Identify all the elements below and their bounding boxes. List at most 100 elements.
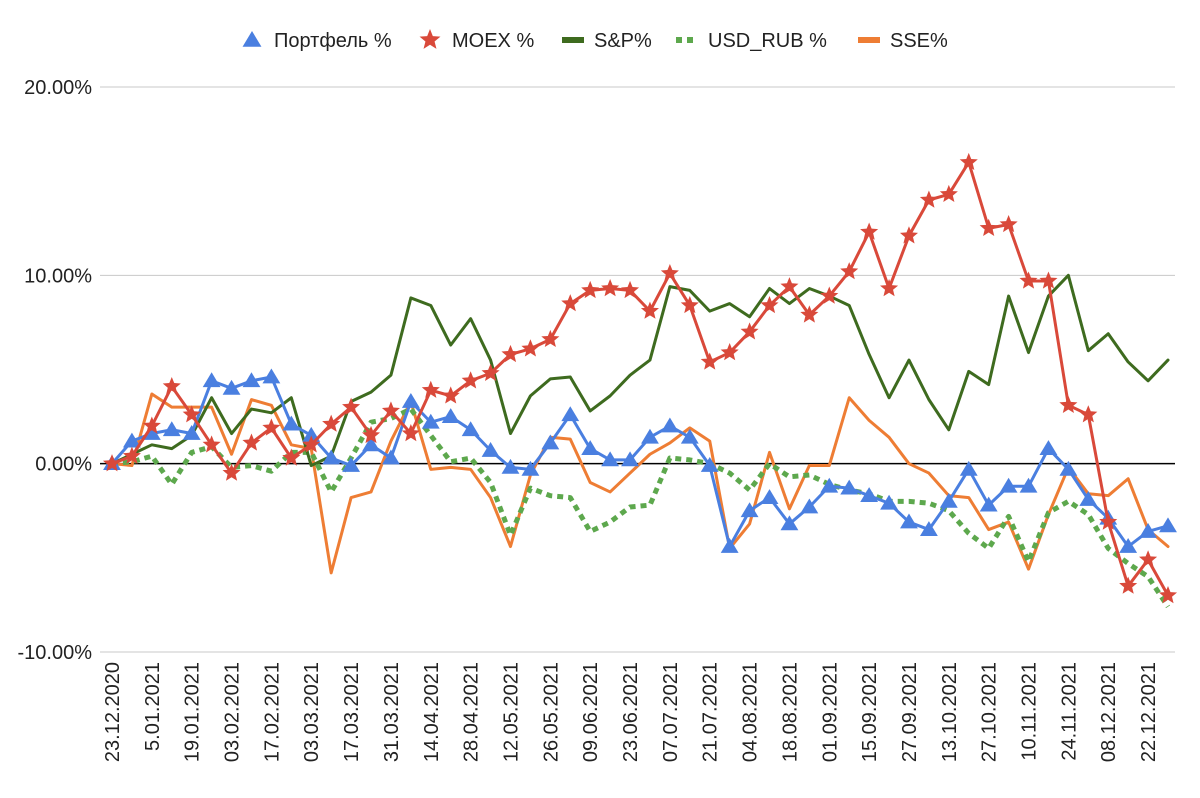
data-point-marker bbox=[302, 435, 321, 453]
x-tick-label: 15.09.2021 bbox=[859, 662, 881, 762]
data-point-marker bbox=[322, 414, 341, 432]
legend-item: USD_RUB % bbox=[676, 30, 827, 52]
series-lines bbox=[102, 152, 1178, 609]
data-point-marker bbox=[1079, 405, 1098, 423]
x-tick-label: 21.07.2021 bbox=[700, 662, 722, 762]
data-point-marker bbox=[740, 502, 759, 518]
data-point-marker bbox=[999, 214, 1018, 233]
data-point-marker bbox=[501, 458, 520, 474]
data-point-marker bbox=[919, 190, 938, 208]
data-point-marker bbox=[481, 441, 500, 457]
data-point-marker bbox=[521, 339, 540, 357]
data-point-marker bbox=[561, 294, 580, 312]
data-point-marker bbox=[760, 295, 779, 314]
data-point-marker bbox=[800, 498, 819, 514]
data-point-marker bbox=[182, 405, 201, 423]
data-point-marker bbox=[1039, 271, 1058, 289]
x-tick-label: 27.09.2021 bbox=[899, 662, 921, 762]
x-tick-label: 12.05.2021 bbox=[500, 662, 522, 762]
data-point-marker bbox=[700, 457, 719, 472]
data-point-marker bbox=[860, 222, 879, 240]
data-point-marker bbox=[361, 425, 381, 444]
data-point-marker bbox=[561, 406, 580, 422]
data-point-marker bbox=[322, 449, 341, 465]
data-point-marker bbox=[899, 226, 919, 244]
data-point-marker bbox=[581, 440, 600, 455]
data-point-marker bbox=[1139, 550, 1158, 568]
data-point-marker bbox=[1119, 538, 1138, 553]
data-point-marker bbox=[541, 329, 560, 348]
y-tick-label: 20.00% bbox=[24, 77, 92, 99]
data-point-marker bbox=[342, 457, 361, 472]
data-point-marker bbox=[1159, 517, 1177, 533]
x-tick-label: 26.05.2021 bbox=[540, 662, 562, 762]
data-point-marker bbox=[521, 460, 540, 476]
data-point-marker bbox=[182, 425, 201, 440]
x-tick-label: 22.12.2021 bbox=[1138, 662, 1160, 762]
x-tick-label: 17.03.2021 bbox=[341, 662, 363, 762]
legend-swatch bbox=[419, 29, 441, 49]
x-tick-label: 07.07.2021 bbox=[660, 662, 682, 762]
data-point-marker bbox=[601, 451, 620, 467]
y-tick-label: 0.00% bbox=[35, 454, 92, 476]
legend: Портфель % MOEX % S&P% USD_RUB % SSE% bbox=[242, 29, 948, 52]
data-point-marker bbox=[880, 494, 898, 510]
x-tick-label: 01.09.2021 bbox=[819, 662, 841, 762]
data-point-marker bbox=[919, 521, 938, 536]
data-point-marker bbox=[760, 489, 779, 504]
legend-item: SSE% bbox=[858, 30, 948, 52]
x-axis: 23.12.2020 5.01.2021 19.01.2021 03.02.2021 1… bbox=[102, 662, 1160, 762]
x-tick-label: 10.11.2021 bbox=[1019, 662, 1041, 761]
legend-item: S&P% bbox=[562, 30, 652, 52]
data-point-marker bbox=[202, 372, 221, 388]
data-point-marker bbox=[979, 496, 998, 512]
data-point-marker bbox=[282, 448, 301, 466]
data-point-marker bbox=[102, 454, 122, 472]
data-point-marker bbox=[800, 305, 819, 323]
data-point-marker bbox=[900, 513, 918, 529]
series-line bbox=[110, 375, 1170, 549]
x-tick-label: 13.10.2021 bbox=[939, 662, 961, 762]
data-point-marker bbox=[959, 152, 978, 171]
data-point-marker bbox=[640, 301, 659, 319]
data-point-marker bbox=[680, 295, 699, 314]
data-point-marker bbox=[1099, 512, 1118, 530]
data-point-marker bbox=[860, 487, 879, 503]
data-point-marker bbox=[342, 397, 361, 415]
data-point-marker bbox=[401, 393, 420, 408]
data-point-marker bbox=[222, 379, 241, 395]
data-point-marker bbox=[1039, 440, 1058, 455]
data-point-marker bbox=[222, 463, 241, 481]
data-point-marker bbox=[740, 322, 759, 340]
data-point-marker bbox=[262, 418, 281, 436]
data-point-marker bbox=[780, 515, 799, 531]
data-point-marker bbox=[162, 421, 181, 437]
data-point-marker bbox=[641, 428, 659, 444]
data-point-marker bbox=[381, 401, 400, 419]
legend-item: Портфель % bbox=[242, 30, 392, 52]
legend-label: MOEX % bbox=[452, 30, 534, 52]
data-point-marker bbox=[621, 280, 640, 299]
data-point-marker bbox=[461, 371, 480, 389]
data-point-marker bbox=[581, 280, 600, 299]
y-tick-label: -10.00% bbox=[18, 642, 93, 664]
x-tick-label: 28.04.2021 bbox=[461, 662, 483, 762]
data-point-marker bbox=[242, 433, 261, 451]
data-point-marker bbox=[122, 432, 141, 448]
data-point-marker bbox=[501, 344, 520, 363]
data-point-marker bbox=[880, 279, 899, 297]
data-point-marker bbox=[660, 263, 679, 282]
data-point-marker bbox=[680, 428, 699, 444]
data-point-marker bbox=[621, 451, 639, 467]
data-point-marker bbox=[1158, 586, 1178, 604]
legend-label: Портфель % bbox=[274, 30, 392, 52]
data-point-marker bbox=[421, 413, 440, 429]
x-tick-label: 27.10.2021 bbox=[979, 662, 1001, 762]
data-point-marker bbox=[481, 363, 500, 381]
data-point-marker bbox=[979, 218, 998, 236]
x-tick-label: 04.08.2021 bbox=[740, 662, 762, 762]
legend-swatch bbox=[242, 31, 262, 47]
x-tick-label: 03.02.2021 bbox=[222, 662, 244, 762]
x-tick-label: 17.02.2021 bbox=[261, 662, 283, 762]
